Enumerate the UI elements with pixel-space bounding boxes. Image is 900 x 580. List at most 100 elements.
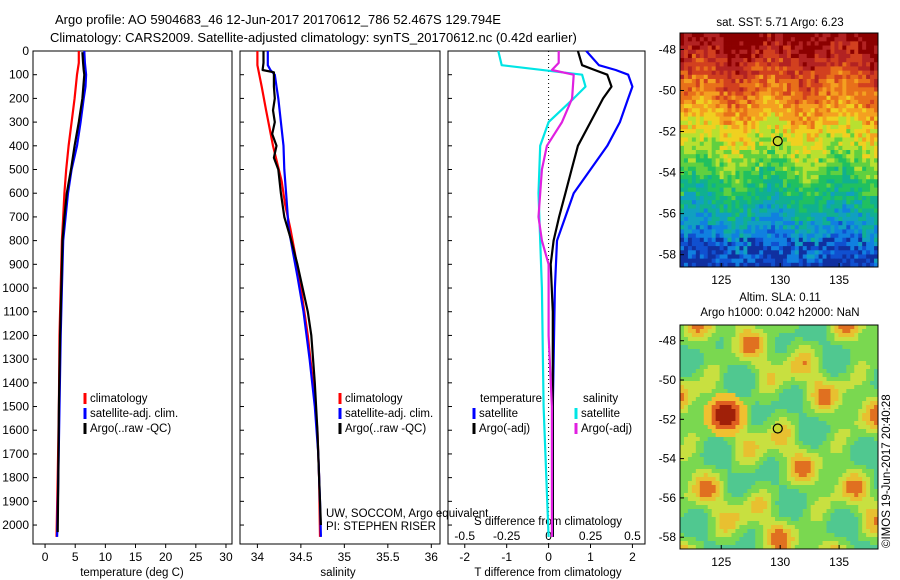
sst-map-cell <box>850 229 855 234</box>
sla-map-cell <box>790 473 796 478</box>
sla-map-cell <box>759 481 764 486</box>
sla-map-cell <box>830 329 835 334</box>
sla-map-cell <box>850 477 855 482</box>
sst-map-cell <box>818 216 823 222</box>
sst-map-cell <box>854 225 859 230</box>
sla-map-cell <box>834 337 839 342</box>
sla-map-cell <box>715 465 720 470</box>
sla-map-cell <box>779 453 784 458</box>
sst-map-cell <box>739 221 744 226</box>
sla-map-cell <box>695 349 701 354</box>
sst-map-cell <box>810 141 816 147</box>
sst-map-cell <box>767 104 772 109</box>
sst-map-cell <box>775 99 780 105</box>
sst-map-cell <box>830 237 835 243</box>
sla-map-cell <box>719 409 724 414</box>
sla-map-cell <box>680 421 685 426</box>
sla-map-cell <box>814 345 819 350</box>
sla-map-cell <box>691 349 697 354</box>
sst-map-cell <box>680 141 685 147</box>
sst-map-cell <box>842 237 847 243</box>
sla-map-cell <box>680 473 685 478</box>
sst-map-cell <box>834 116 839 122</box>
sst-map-cell <box>779 116 784 122</box>
sla-map-cell <box>798 353 804 358</box>
sst-map-cell <box>743 254 748 260</box>
sla-map-cell <box>810 481 816 486</box>
sst-map-cell <box>723 78 728 84</box>
sla-map-cell <box>834 453 839 458</box>
sla-map-cell <box>763 345 768 350</box>
sst-map-cell <box>862 212 867 218</box>
sst-map-cell <box>699 124 705 130</box>
figure-title-line2: Climatology: CARS2009. Satellite-adjuste… <box>50 30 577 45</box>
sla-map-cell <box>862 361 867 366</box>
sla-map-cell <box>822 469 827 474</box>
sla-map-cell <box>826 413 831 418</box>
sst-map-cell <box>743 246 748 251</box>
sst-map-cell <box>767 70 772 76</box>
sst-map-cell <box>854 129 859 134</box>
sla-map-cell <box>826 337 831 342</box>
sst-map-cell <box>850 195 855 201</box>
sst-map-cell <box>727 49 732 55</box>
sla-map-cell <box>866 445 871 450</box>
sla-map-cell <box>830 369 835 374</box>
sst-map-cell <box>782 250 788 255</box>
sla-map-cell <box>743 325 748 330</box>
sla-map-cell <box>755 405 760 410</box>
sst-map-cell <box>782 241 788 247</box>
sst-map-cell <box>790 154 796 159</box>
sla-map-cell <box>755 353 760 358</box>
sla-map-cell <box>782 337 788 342</box>
sla-map-cell <box>763 417 768 422</box>
sst-map-cell <box>846 129 851 134</box>
sst-map-cell <box>759 74 764 80</box>
sla-map-cell <box>747 437 752 442</box>
sst-map-cell <box>683 246 689 251</box>
depth-tick-label: 1600 <box>2 423 29 437</box>
sst-map-cell <box>687 229 693 234</box>
sst-map-cell <box>846 91 851 97</box>
sla-map-cell <box>763 433 768 438</box>
sla-map-cell <box>735 357 740 362</box>
sst-map-cell <box>802 237 808 243</box>
sla-map-cell <box>786 437 792 442</box>
sst-map-cell <box>735 104 740 109</box>
sst-map-cell <box>687 70 693 76</box>
sla-map-cell <box>826 389 831 394</box>
sst-map-cell <box>707 112 713 117</box>
sla-map-cell <box>739 325 744 330</box>
sst-map-cell <box>683 262 689 268</box>
sla-map-cell <box>775 389 780 394</box>
sst-map-cell <box>723 104 728 109</box>
sst-map-cell <box>771 200 776 205</box>
sla-map-cell <box>850 441 855 446</box>
sst-map-cell <box>747 74 752 80</box>
sla-map-cell <box>834 425 839 430</box>
sst-map-cell <box>707 116 713 122</box>
sst-map-cell <box>739 162 744 168</box>
sst-map-cell <box>767 241 772 247</box>
sst-map-cell <box>775 78 780 84</box>
sla-map-cell <box>759 405 764 410</box>
sst-map-cell <box>771 175 776 180</box>
sla-map-cell <box>759 357 764 362</box>
sst-map-cell <box>763 33 768 38</box>
sst-map-cell <box>767 124 772 130</box>
sla-map-cell <box>691 401 697 406</box>
sst-map-cell <box>826 258 831 264</box>
sst-map-cell <box>806 204 812 209</box>
sst-map-cell <box>711 241 717 247</box>
sla-map-cell <box>707 421 713 426</box>
sla-map-cell <box>775 441 780 446</box>
sla-map-cell <box>866 453 871 458</box>
sst-map-cell <box>794 208 800 214</box>
sst-map-cell <box>767 141 772 147</box>
sst-map-cell <box>735 120 740 126</box>
sst-map-cell <box>763 137 768 143</box>
sla-map-cell <box>747 405 752 410</box>
sst-map-cell <box>755 116 760 122</box>
sla-map-cell <box>715 357 720 362</box>
sst-map-cell <box>731 53 736 59</box>
